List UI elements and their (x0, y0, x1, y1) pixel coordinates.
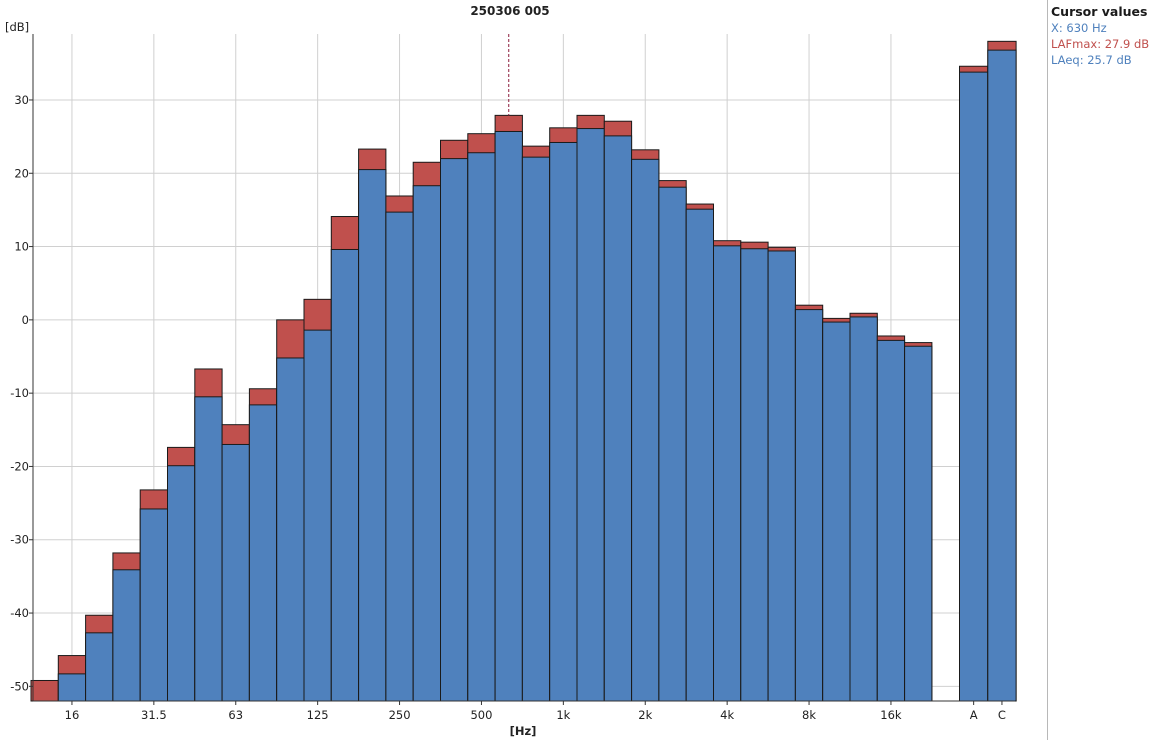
y-tick-label: -20 (10, 459, 29, 473)
x-tick-label: 16 (65, 708, 80, 722)
bar-laeq (603, 135, 633, 702)
y-tick-label: 20 (14, 166, 29, 180)
bar-layer (30, 40, 1017, 702)
bar-laeq (221, 443, 250, 702)
bar-laeq (385, 211, 414, 702)
bar-laeq (412, 185, 442, 702)
chart-title: 250306 005 (470, 4, 549, 18)
cursor-lafmax-value: LAFmax: 27.9 dB (1051, 37, 1150, 51)
x-tick-label: 250 (389, 708, 411, 722)
bar-laeq (248, 404, 278, 702)
axis-layer: -50 -40 -30 -20 -10 0 10 20 30 16 31.5 63 125 250 500 1… (10, 34, 1015, 722)
x-axis-unit: [Hz] (510, 724, 537, 738)
y-tick-label: 0 (22, 313, 29, 327)
bar-laeq (358, 169, 387, 702)
bar-laeq (987, 49, 1017, 702)
bar-laeq (57, 673, 87, 702)
bar-laeq (440, 158, 469, 702)
y-tick-label: -10 (10, 386, 29, 400)
bar-laeq (194, 396, 223, 702)
x-tick-label: 500 (470, 708, 492, 722)
bar-laeq (740, 248, 769, 702)
y-axis-unit: [dB] (5, 20, 29, 34)
bar-laeq (959, 71, 989, 702)
bar-laeq (549, 141, 578, 702)
bar-laeq (658, 186, 687, 702)
bar-laeq (767, 250, 796, 702)
bar-laeq (167, 465, 196, 702)
x-tick-label: 4k (720, 708, 734, 722)
bar-laeq (467, 152, 496, 702)
bar-laeq (849, 316, 878, 702)
x-tick-label: 31.5 (141, 708, 167, 722)
y-tick-label: -30 (10, 533, 29, 547)
y-tick-label: -50 (10, 679, 29, 693)
x-tick-label: 125 (307, 708, 329, 722)
bar-laeq (494, 130, 523, 702)
cursor-x-value: X: 630 Hz (1051, 21, 1107, 35)
bar-laeq (276, 357, 305, 702)
x-tick-label: 8k (802, 708, 816, 722)
bar-laeq (685, 208, 715, 702)
bar-laeq (631, 158, 660, 702)
bar-laeq (303, 329, 332, 702)
x-tick-label: A (970, 708, 978, 722)
bar-laeq (139, 508, 168, 702)
spectrum-chart[interactable]: -50 -40 -30 -20 -10 0 10 20 30 16 31.5 63 125 250 500 1… (0, 0, 1040, 740)
x-tick-label: 1k (556, 708, 570, 722)
cursor-values-title: Cursor values (1051, 4, 1148, 19)
bar-laeq (576, 128, 605, 702)
cursor-values-panel: Cursor values X: 630 Hz LAFmax: 27.9 dB … (1047, 0, 1154, 740)
bar-laeq (713, 245, 742, 702)
bar-laeq (112, 569, 141, 702)
x-tick-label: 16k (880, 708, 902, 722)
bar-laeq (904, 345, 933, 702)
x-tick-label: 63 (228, 708, 243, 722)
cursor-laeq-value: LAeq: 25.7 dB (1051, 53, 1132, 67)
x-tick-label: C (998, 708, 1006, 722)
bar-laeq (85, 632, 114, 702)
y-tick-label: 30 (14, 93, 29, 107)
y-tick-label: -40 (10, 606, 29, 620)
bar-laeq (330, 248, 360, 702)
x-tick-label: 2k (638, 708, 652, 722)
bar-laeq (822, 321, 851, 702)
bar-laeq (876, 339, 906, 702)
bar-lafmax (30, 679, 59, 702)
y-tick-label: 10 (14, 240, 29, 254)
bar-laeq (794, 309, 824, 702)
bar-laeq (521, 156, 551, 702)
